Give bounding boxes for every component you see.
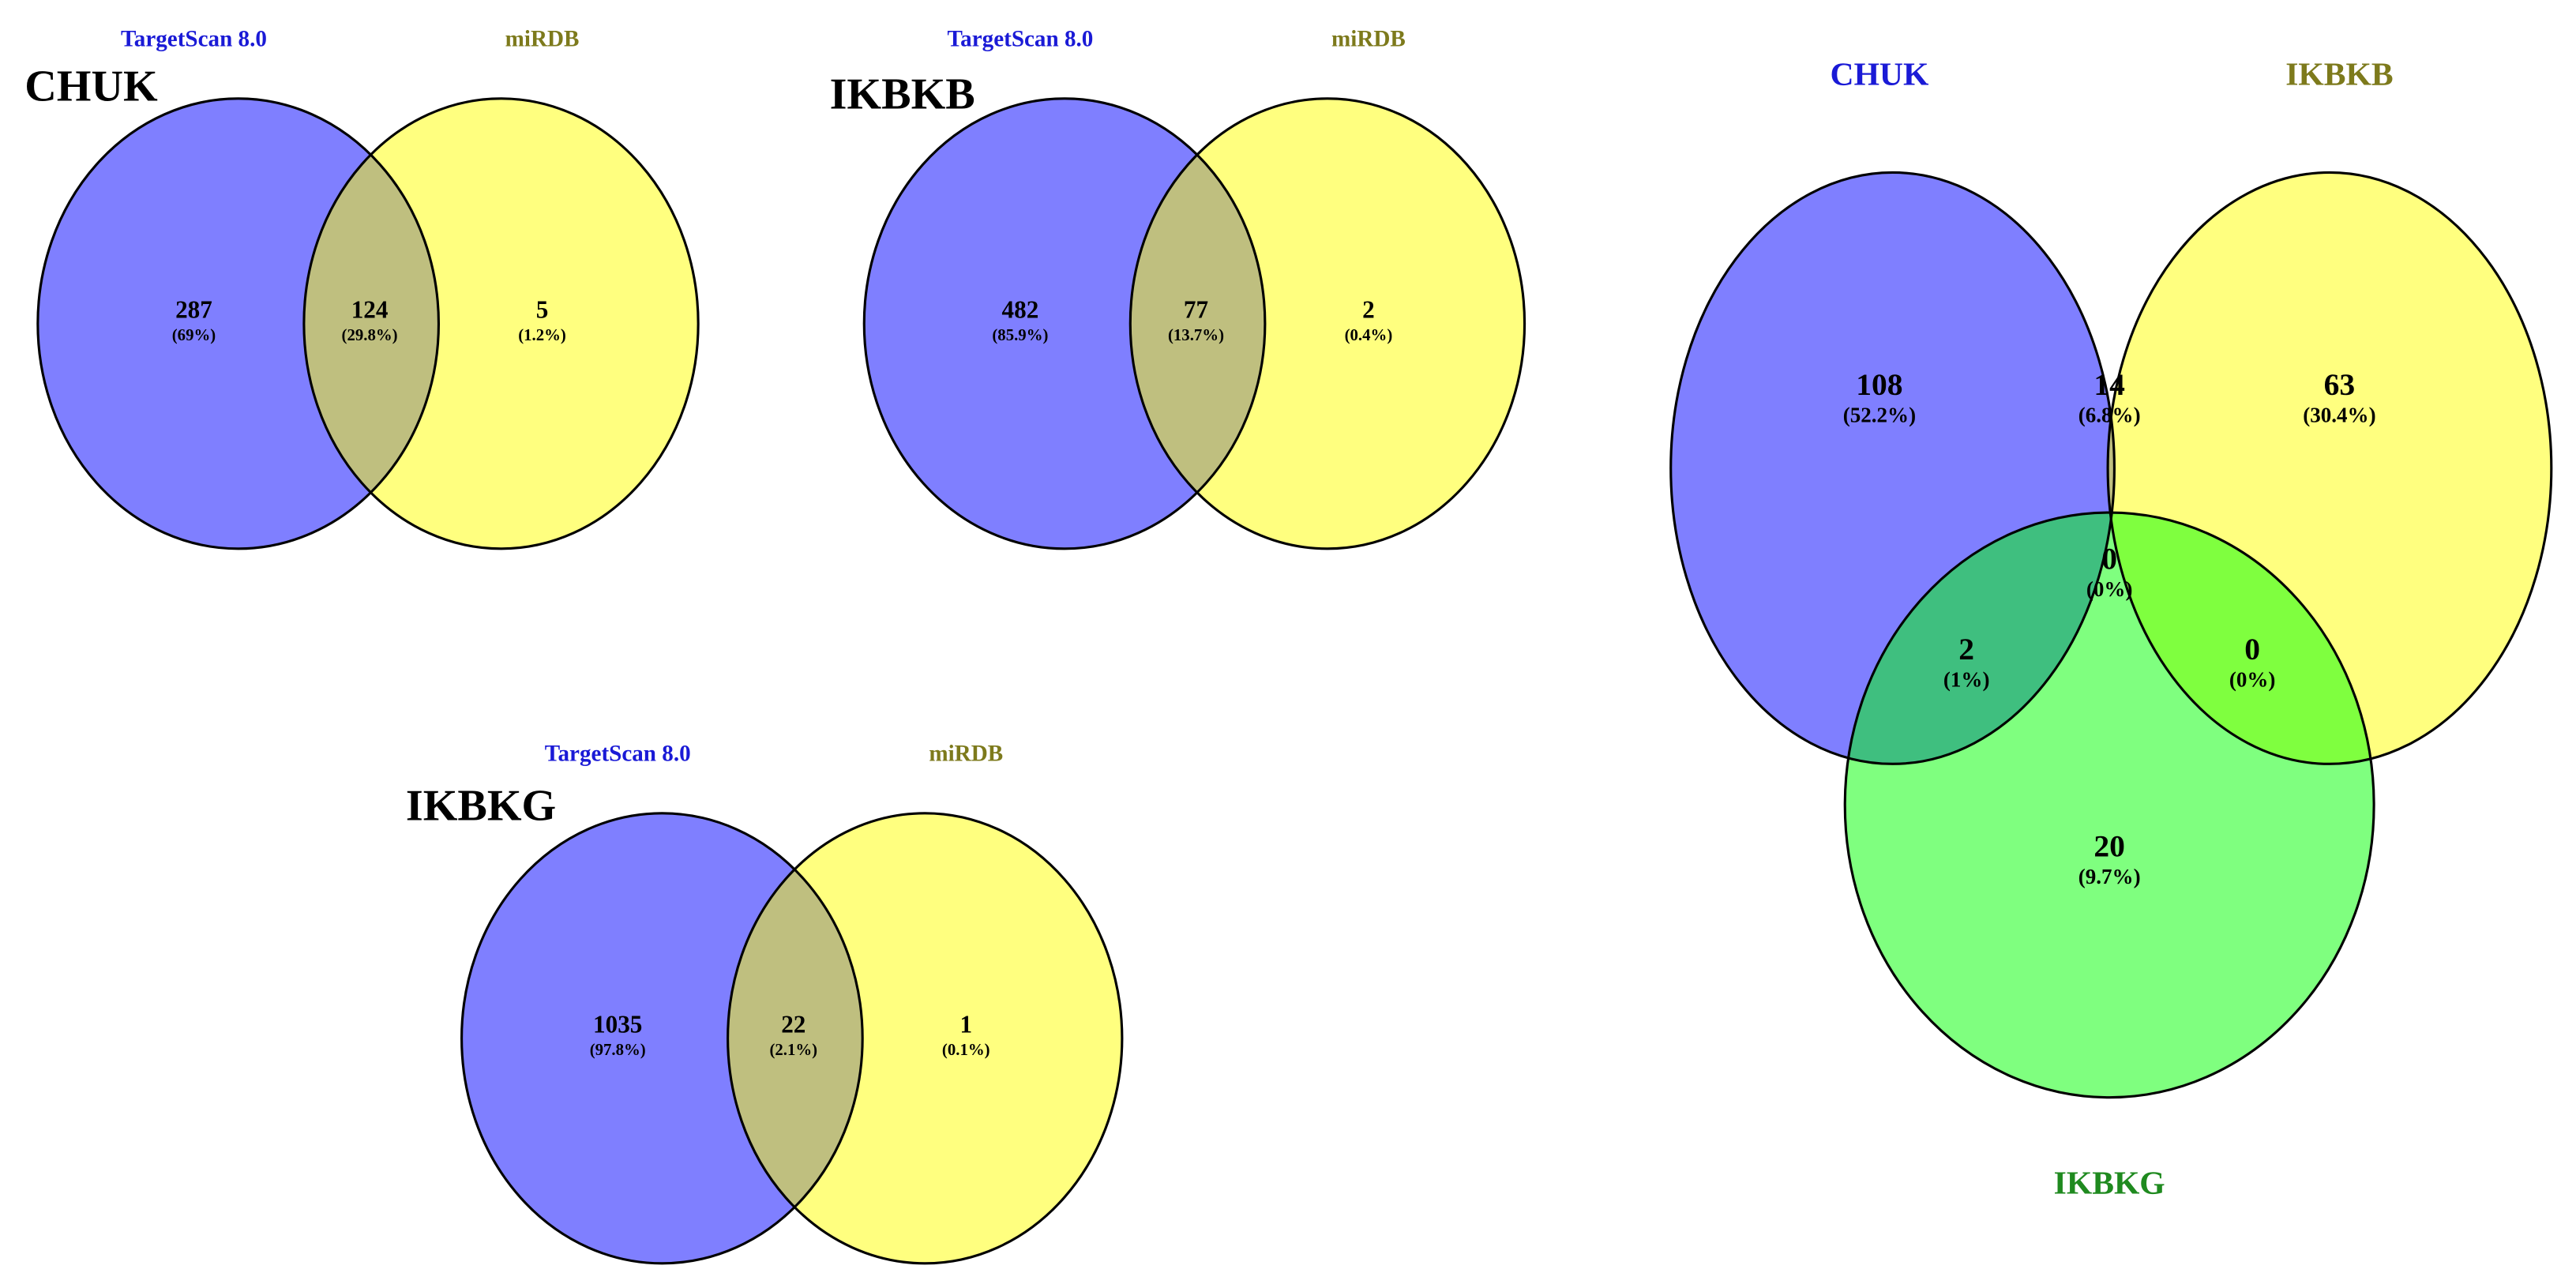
region-percent: (52.2%)	[1843, 404, 1916, 427]
set-outline	[36, 97, 441, 550]
region-percent: (1%)	[1943, 668, 1990, 692]
venn-title: IKBKB	[830, 70, 975, 119]
region-percent: (30.4%)	[2303, 404, 2375, 427]
region-count: 5	[536, 295, 549, 323]
region-count: 1035	[593, 1010, 642, 1038]
region-percent: (6.8%)	[2078, 404, 2141, 427]
set-label: IKBKB	[2285, 55, 2393, 92]
region-percent: (0%)	[2229, 668, 2276, 692]
region-count: 14	[2093, 367, 2125, 402]
region-count: 0	[2101, 542, 2117, 576]
region-count: 77	[1184, 295, 1208, 323]
region-count: 287	[175, 295, 212, 323]
region-percent: (9.7%)	[2078, 865, 2141, 888]
region-percent: (0%)	[2086, 577, 2133, 601]
set-outline	[2106, 171, 2553, 765]
set-label: miRDB	[929, 742, 1003, 767]
region-percent: (97.8%)	[590, 1041, 646, 1059]
region-count: 63	[2324, 367, 2356, 402]
region-percent: (29.8%)	[342, 326, 398, 344]
set-outline	[1843, 511, 2375, 1099]
region-percent: (1.2%)	[518, 326, 566, 344]
set-outline	[1128, 97, 1526, 550]
set-outline	[302, 97, 700, 550]
region-count: 1	[959, 1010, 972, 1038]
venn-title: CHUK	[24, 62, 158, 111]
region-count: 0	[2244, 632, 2260, 667]
region-percent: (2.1%)	[769, 1041, 817, 1059]
set-label: TargetScan 8.0	[121, 27, 267, 52]
region-count: 22	[781, 1010, 805, 1038]
set-label: CHUK	[1831, 55, 1929, 92]
venn-title: IKBKG	[406, 782, 556, 831]
set-fill	[303, 98, 699, 549]
set-label: TargetScan 8.0	[947, 27, 1093, 52]
region-percent: (85.9%)	[992, 326, 1048, 344]
set-outline	[862, 97, 1267, 550]
set-label: TargetScan 8.0	[545, 742, 691, 767]
set-fill	[727, 813, 1122, 1264]
set-fill	[1130, 98, 1525, 549]
region-percent: (0.4%)	[1345, 326, 1393, 344]
region-percent: (13.7%)	[1168, 326, 1224, 344]
region-percent: (69%)	[172, 326, 216, 344]
region-count: 124	[351, 295, 389, 323]
set-fill	[1845, 513, 2375, 1098]
region-count: 2	[1958, 632, 1974, 667]
region-count: 20	[2093, 829, 2125, 864]
region-count: 2	[1362, 295, 1375, 323]
region-count: 108	[1856, 367, 1902, 402]
set-outline	[1669, 171, 2116, 765]
set-label: miRDB	[1331, 27, 1406, 52]
set-label: miRDB	[505, 27, 580, 52]
set-outline	[727, 812, 1124, 1265]
region-count: 482	[1002, 295, 1039, 323]
set-outline	[460, 812, 864, 1265]
region-percent: (0.1%)	[942, 1041, 990, 1059]
set-label: IKBKG	[2054, 1165, 2165, 1201]
